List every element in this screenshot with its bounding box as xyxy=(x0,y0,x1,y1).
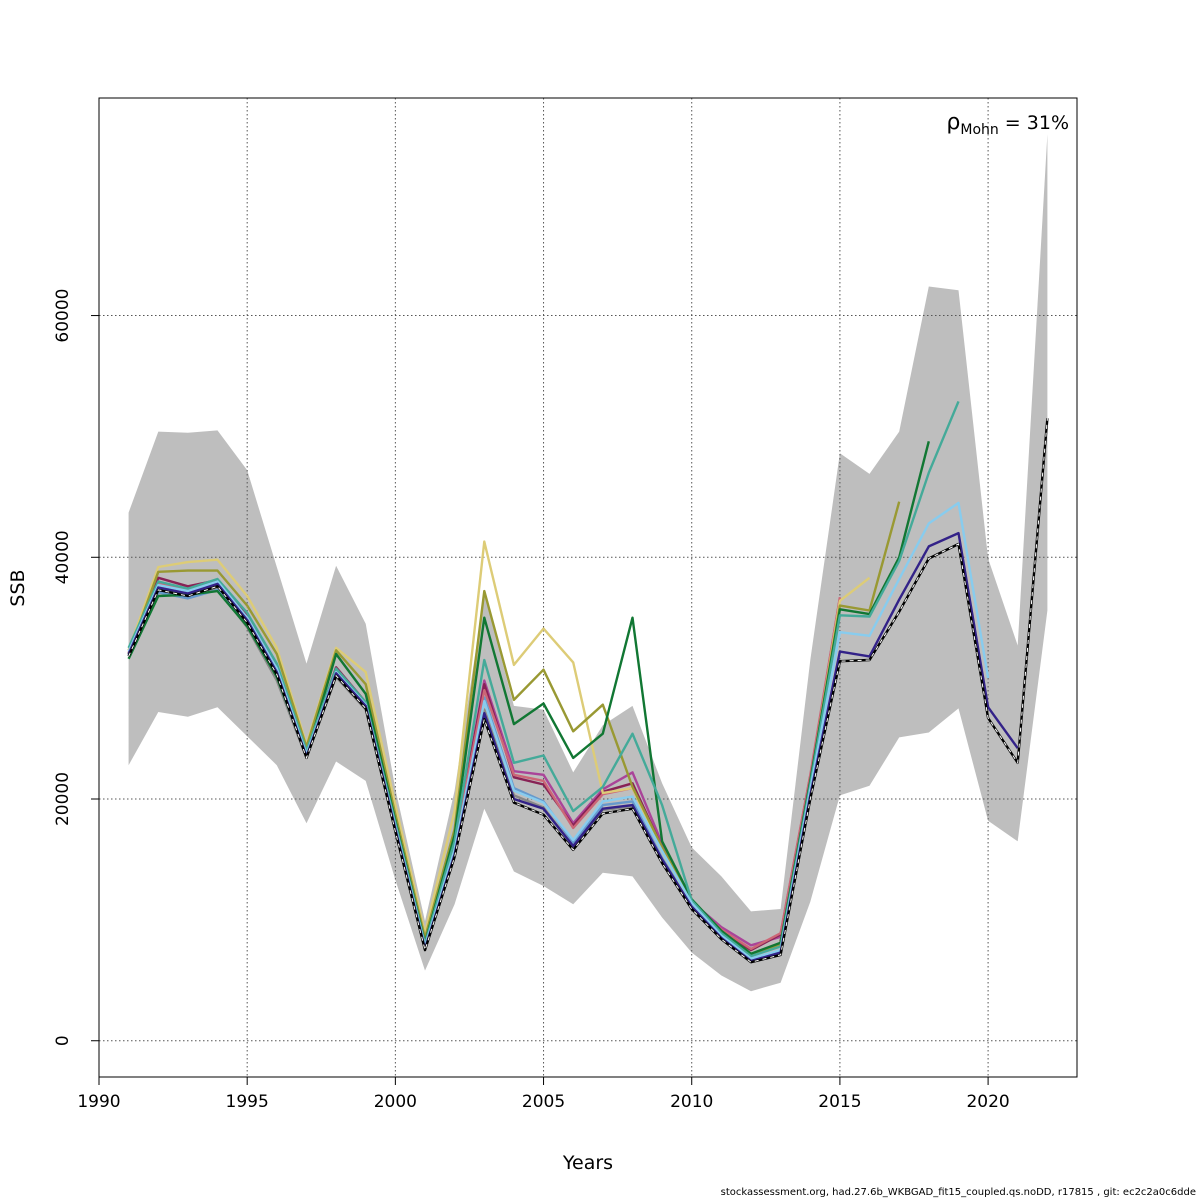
y-tick-label-40000: 40000 xyxy=(53,530,73,584)
y-tick-label-0: 0 xyxy=(53,1035,73,1046)
confidence-band-layer xyxy=(128,134,1048,992)
series-line-0-dashed xyxy=(128,418,1048,963)
series-layer xyxy=(127,400,1049,964)
x-tick-label-2020: 2020 xyxy=(966,1092,1009,1112)
mohn-rho-annotation: ρMohn = 31% xyxy=(946,110,1069,138)
mohn-rho-subscript: Mohn xyxy=(960,122,998,138)
footer-source: stockassessment.org, had.27.6b_WKBGAD_fi… xyxy=(721,1187,1196,1198)
x-tick-label-2000: 2000 xyxy=(374,1092,417,1112)
y-tick-label-60000: 60000 xyxy=(53,289,73,343)
confidence-band xyxy=(128,134,1048,992)
x-tick-label-2015: 2015 xyxy=(818,1092,861,1112)
x-tick-label-1990: 1990 xyxy=(77,1092,120,1112)
y-axis-title: SSB xyxy=(7,569,29,606)
x-tick-label-2005: 2005 xyxy=(522,1092,565,1112)
series-line-2 xyxy=(127,501,990,960)
mohn-rho-value: = 31% xyxy=(999,112,1069,134)
x-tick-label-1995: 1995 xyxy=(226,1092,269,1112)
y-tick-label-20000: 20000 xyxy=(53,772,73,826)
x-axis-title: Years xyxy=(562,1152,613,1174)
x-tick-label-2010: 2010 xyxy=(670,1092,713,1112)
axis-layer: 1990 1995 2000 2005 2010 2015 2020 0 20000 40000 6… xyxy=(53,289,1010,1112)
mohn-rho-symbol: ρ xyxy=(946,110,960,135)
series-line-3 xyxy=(127,400,960,958)
